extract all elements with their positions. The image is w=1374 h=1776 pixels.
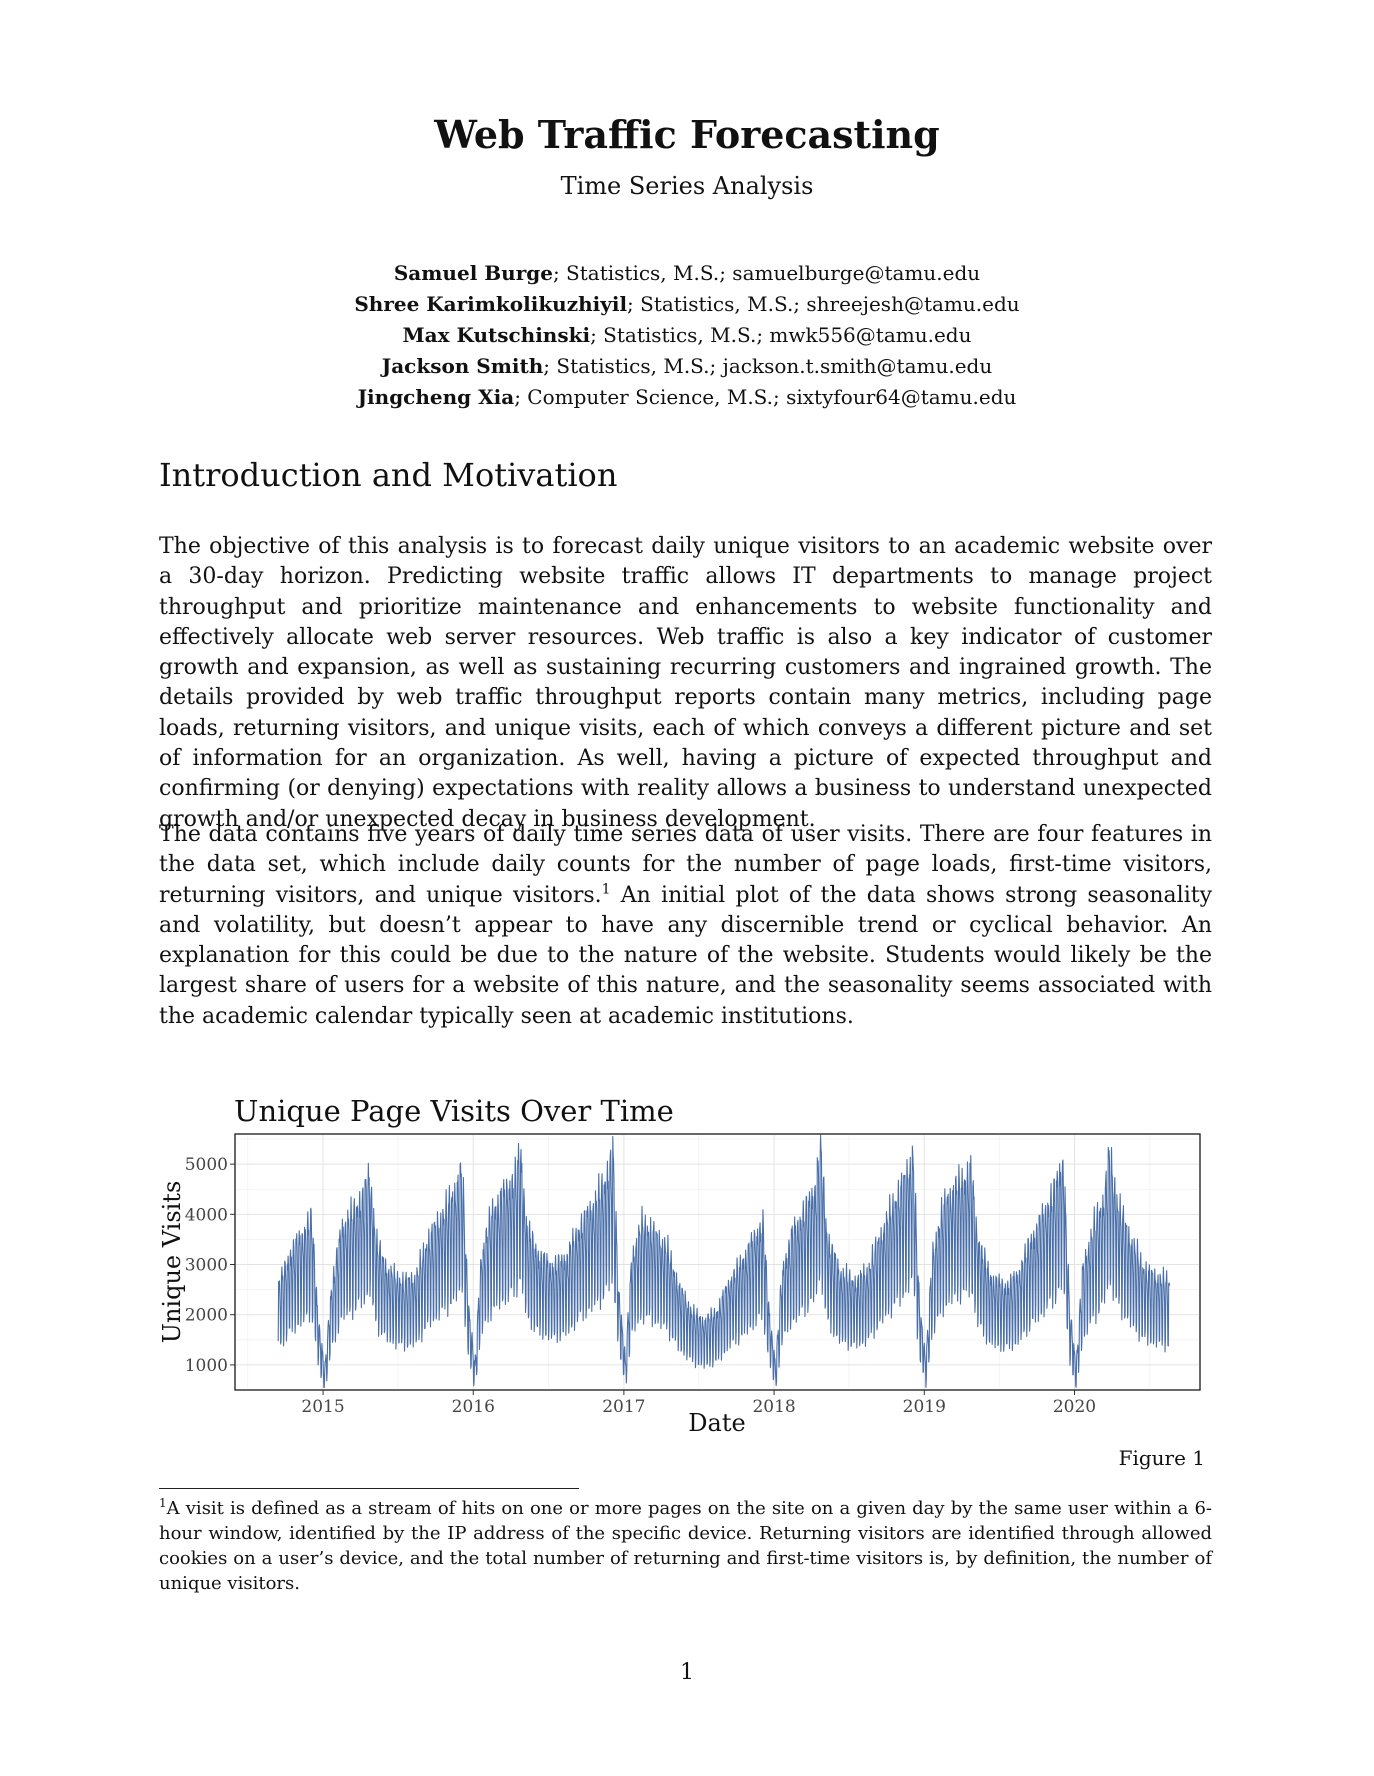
chart-title: Unique Page Visits Over Time bbox=[234, 1098, 674, 1128]
y-tick-label: 1000 bbox=[185, 1356, 228, 1376]
section-heading: Introduction and Motivation bbox=[159, 456, 618, 494]
paragraph-text: An initial plot of the data shows strong… bbox=[159, 882, 1213, 1029]
paragraph-text: The data contains five years of daily ti… bbox=[159, 822, 1212, 908]
page-number: 1 bbox=[680, 1660, 694, 1685]
y-tick-label: 5000 bbox=[185, 1155, 228, 1175]
unique-visits-chart: Unique Page Visits Over Time 1000 2000 300… bbox=[158, 1098, 1201, 1437]
author-name: Samuel Burge bbox=[393, 261, 553, 285]
y-tick-label: 2000 bbox=[185, 1306, 228, 1326]
footnote: 1A visit is defined as a stream of hits … bbox=[159, 1496, 1212, 1596]
footnote-text: A visit is defined as a stream of hits o… bbox=[159, 1498, 1212, 1594]
x-axis: 2015 2016 2017 2018 2019 2020 bbox=[301, 1390, 1096, 1417]
author-line: Jackson Smith; Statistics, M.S.; jackson… bbox=[0, 351, 1374, 382]
author-details: ; Statistics, M.S.; jackson.t.smith@tamu… bbox=[543, 354, 993, 378]
x-axis-label: Date bbox=[688, 1409, 745, 1437]
footnote-marker[interactable]: 1 bbox=[601, 881, 611, 898]
footnote-number: 1 bbox=[159, 1496, 167, 1510]
author-details: ; Statistics, M.S.; shreejesh@tamu.edu bbox=[627, 292, 1020, 316]
paper-title: Web Traffic Forecasting bbox=[434, 112, 940, 157]
x-tick-label: 2015 bbox=[301, 1397, 344, 1417]
footnote-rule bbox=[159, 1488, 579, 1489]
author-line: Samuel Burge; Statistics, M.S.; samuelbu… bbox=[0, 258, 1374, 289]
x-tick-label: 2020 bbox=[1053, 1397, 1096, 1417]
y-tick-label: 4000 bbox=[185, 1205, 228, 1225]
body-paragraph: The objective of this analysis is to for… bbox=[159, 534, 1212, 832]
author-details: ; Statistics, M.S.; samuelburge@tamu.edu bbox=[552, 261, 981, 285]
paper-subtitle: Time Series Analysis bbox=[560, 172, 814, 200]
y-axis: 1000 2000 3000 4000 5000 bbox=[185, 1155, 235, 1376]
author-name: Max Kutschinski bbox=[402, 323, 591, 347]
y-axis-label: Unique Visits bbox=[158, 1181, 186, 1344]
body-paragraph: The data contains five years of daily ti… bbox=[159, 820, 1212, 1032]
unique-visits-line bbox=[277, 1134, 1171, 1389]
author-line: Jingcheng Xia; Computer Science, M.S.; s… bbox=[0, 382, 1374, 413]
plot-border bbox=[234, 1133, 1201, 1391]
author-list: Samuel Burge; Statistics, M.S.; samuelbu… bbox=[0, 258, 1374, 413]
x-tick-label: 2017 bbox=[602, 1397, 645, 1417]
author-details: ; Computer Science, M.S.; sixtyfour64@ta… bbox=[514, 385, 1017, 409]
author-details: ; Statistics, M.S.; mwk556@tamu.edu bbox=[590, 323, 972, 347]
x-tick-label: 2019 bbox=[903, 1397, 946, 1417]
y-tick-label: 3000 bbox=[185, 1256, 228, 1276]
figure-caption: Figure 1 bbox=[1118, 1446, 1205, 1470]
author-name: Jackson Smith bbox=[381, 354, 544, 378]
author-line: Max Kutschinski; Statistics, M.S.; mwk55… bbox=[0, 320, 1374, 351]
x-tick-label: 2016 bbox=[452, 1397, 495, 1417]
author-name: Jingcheng Xia bbox=[357, 385, 515, 409]
author-name: Shree Karimkolikuzhiyil bbox=[354, 292, 628, 316]
author-line: Shree Karimkolikuzhiyil; Statistics, M.S… bbox=[0, 289, 1374, 320]
x-tick-label: 2018 bbox=[752, 1397, 795, 1417]
